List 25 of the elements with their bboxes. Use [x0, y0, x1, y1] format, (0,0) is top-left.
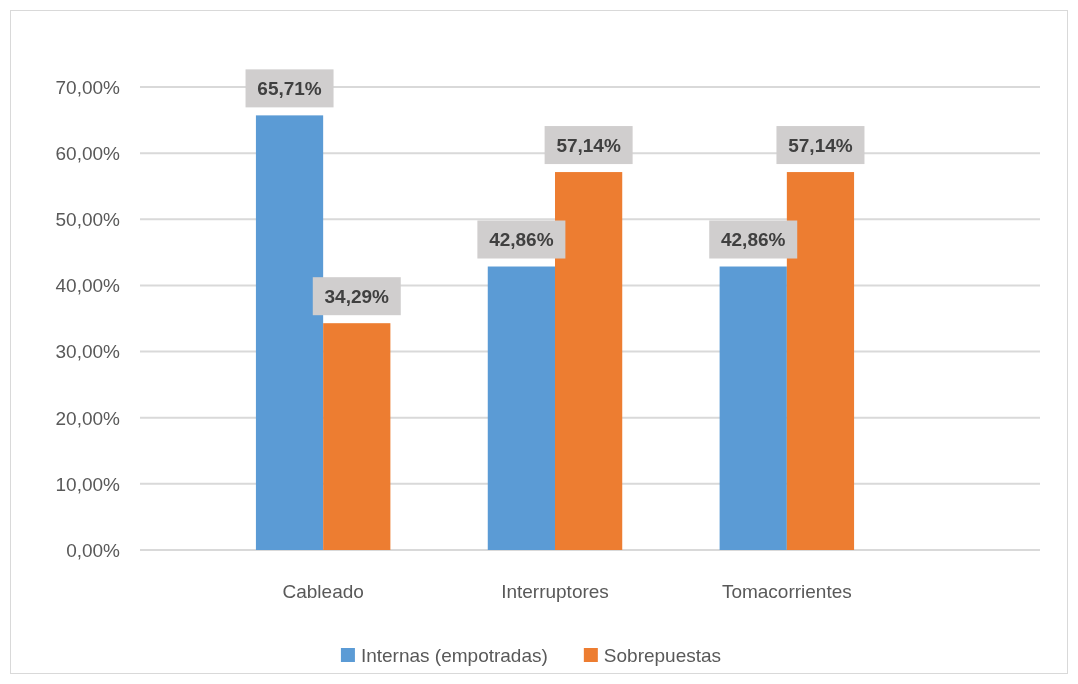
data-label: 42,86%: [489, 229, 554, 251]
y-tick-label: 30,00%: [55, 341, 121, 363]
y-tick-label: 50,00%: [55, 209, 121, 231]
x-tick-label: Interruptores: [501, 581, 609, 602]
data-label: 42,86%: [721, 229, 786, 251]
bar: [555, 172, 623, 550]
x-tick-label: Cableado: [282, 581, 364, 602]
y-tick-label: 60,00%: [55, 142, 121, 164]
y-tick-label: 40,00%: [55, 275, 121, 297]
y-tick-label: 0,00%: [66, 539, 121, 561]
data-label: 57,14%: [556, 134, 621, 156]
data-label: 34,29%: [324, 286, 390, 308]
y-tick-label: 20,00%: [55, 407, 121, 429]
data-label: 57,14%: [788, 134, 853, 156]
x-tick-label: Tomacorrientes: [721, 581, 852, 602]
legend-label: Sobrepuestas: [603, 644, 722, 666]
bar: [786, 172, 855, 550]
legend-label: Internas (empotradas): [360, 644, 548, 666]
bar: [719, 266, 787, 550]
bar: [255, 115, 324, 550]
y-tick-label: 10,00%: [55, 473, 121, 495]
data-label: 65,71%: [257, 78, 322, 100]
y-tick-label: 70,00%: [55, 76, 121, 98]
bar: [323, 323, 391, 550]
bar: [487, 266, 555, 550]
